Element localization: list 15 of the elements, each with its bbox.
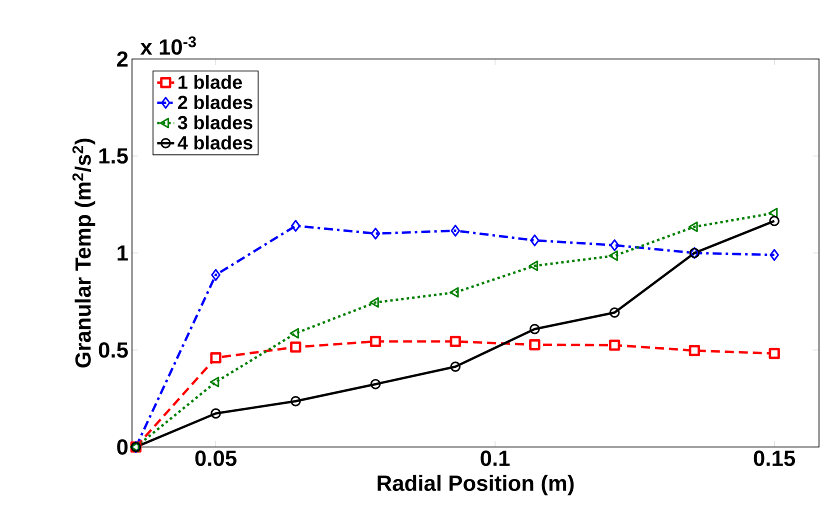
x-tick-label: 0.05 xyxy=(195,450,236,466)
text: x 10$^{-3}$ xyxy=(140,36,196,55)
y-tick-label: 0 xyxy=(117,439,128,455)
x-axis-title: Radial Position (m) xyxy=(378,474,574,496)
y-axis-title: Granular Temp (m$^{2}$/s$^{2}$) xyxy=(72,138,96,368)
y-tick-label: 1.5 xyxy=(99,148,128,164)
legend-label: 4 blades xyxy=(178,136,252,150)
x-tick-label: 0.15 xyxy=(754,450,796,466)
legend-label: 2 blades xyxy=(178,95,252,110)
legend-label: 1 blade xyxy=(178,75,242,89)
y-tick-label: 1 xyxy=(118,245,128,261)
x-tick-label: 0.1 xyxy=(480,450,510,466)
y-tick-label: 2 xyxy=(117,51,128,67)
legend-label: 3 blades xyxy=(178,115,252,130)
y-tick-label: 0.5 xyxy=(98,342,128,358)
